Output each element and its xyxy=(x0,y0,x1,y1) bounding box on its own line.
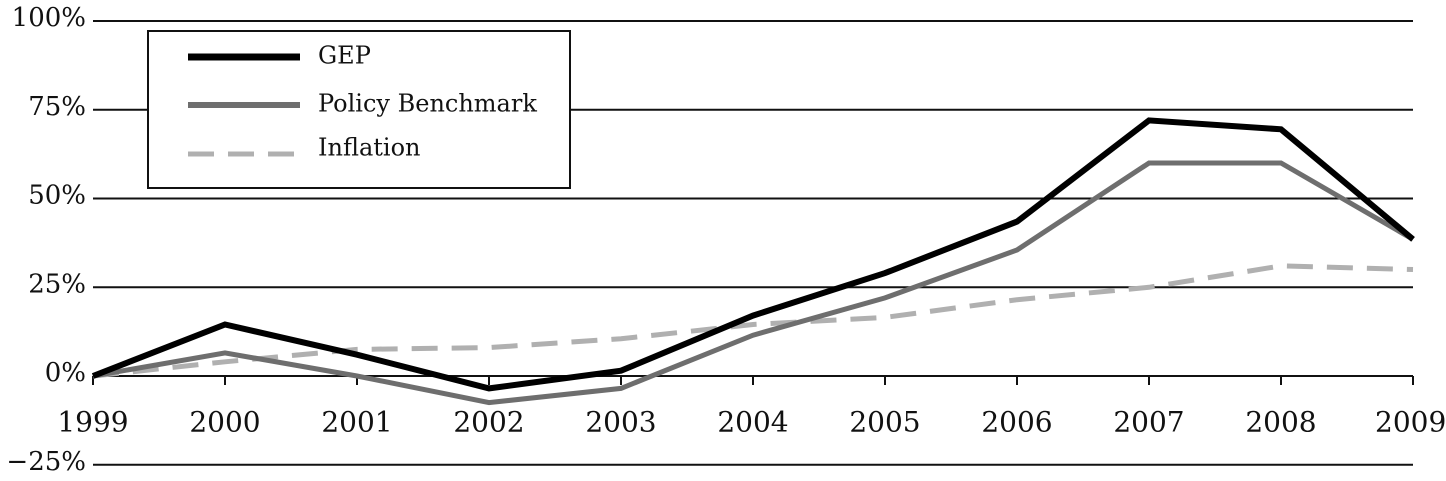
series-line-inflation xyxy=(92,263,1414,379)
series-lines xyxy=(91,117,1415,406)
y-tick-label: −25% xyxy=(6,447,86,477)
y-tick-label: 100% xyxy=(12,3,86,33)
series-line-policy-benchmark xyxy=(92,160,1415,406)
x-tick-label: 2003 xyxy=(585,406,656,439)
x-tick-label: 2007 xyxy=(1113,406,1184,439)
y-axis-tick-labels: 100% 75% 50% 25% 0% −25% xyxy=(6,3,86,477)
x-tick-label: 2000 xyxy=(189,406,260,439)
y-tick-label: 75% xyxy=(28,92,86,122)
series-line-gep xyxy=(91,117,1415,392)
y-tick-label: 0% xyxy=(45,358,86,388)
x-axis: 1999 2000 2001 2002 2003 2004 2005 2006 2007 2008… xyxy=(57,375,1446,439)
x-tick-label: 1999 xyxy=(57,406,128,439)
legend-label-inflation: Inflation xyxy=(318,134,420,162)
legend-label-gep: GEP xyxy=(318,42,371,70)
x-tick-label: 2004 xyxy=(717,406,788,439)
x-tick-label: 2002 xyxy=(453,406,524,439)
x-tick-label: 2001 xyxy=(321,406,392,439)
x-tick-label: 2008 xyxy=(1245,406,1316,439)
x-tick-label: 2005 xyxy=(849,406,920,439)
legend-label-policy-benchmark: Policy Benchmark xyxy=(318,90,537,118)
y-tick-label: 50% xyxy=(28,181,86,211)
x-tick-label: 2006 xyxy=(981,406,1052,439)
y-tick-label: 25% xyxy=(28,269,86,299)
legend: GEP Policy Benchmark Inflation xyxy=(147,30,571,189)
x-tick-label: 2009 xyxy=(1375,406,1446,439)
